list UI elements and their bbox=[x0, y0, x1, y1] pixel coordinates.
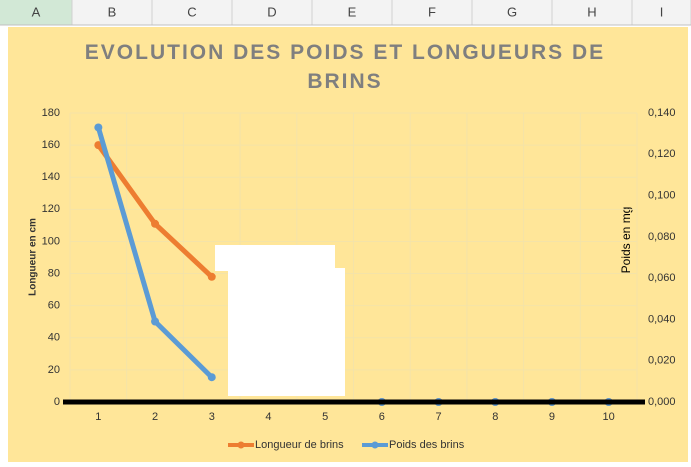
y2-tick-label: 0,120 bbox=[648, 148, 676, 160]
artifact bbox=[215, 245, 335, 271]
x-tick-label: 6 bbox=[379, 411, 385, 423]
chart-title: EVOLUTION DES POIDS ET LONGUEURS DE BRINS bbox=[85, 41, 605, 93]
x-tick-label: 8 bbox=[492, 411, 498, 423]
x-tick-label: 5 bbox=[322, 411, 328, 423]
y-tick-label: 0 bbox=[54, 396, 60, 408]
series-marker bbox=[151, 317, 160, 326]
y2-tick-label: 0,100 bbox=[648, 189, 676, 201]
column-header: C bbox=[187, 4, 196, 19]
y2-tick-label: 0,040 bbox=[648, 313, 676, 325]
column-header-bar bbox=[0, 0, 691, 25]
column-header: E bbox=[348, 4, 357, 19]
column-header: F bbox=[428, 4, 436, 19]
legend-swatch-marker bbox=[371, 441, 379, 449]
y2-tick-label: 0,020 bbox=[648, 355, 676, 367]
selected-column-header bbox=[0, 0, 72, 25]
y2-tick-label: 0,060 bbox=[648, 272, 676, 284]
column-header: D bbox=[267, 4, 276, 19]
x-tick-label: 10 bbox=[603, 411, 615, 423]
artifact bbox=[228, 268, 345, 396]
series-marker bbox=[151, 219, 160, 228]
series-marker bbox=[207, 373, 216, 382]
y-tick-label: 140 bbox=[42, 171, 60, 183]
series-marker bbox=[207, 272, 216, 281]
x-tick-label: 4 bbox=[265, 411, 271, 423]
y-tick-label: 180 bbox=[42, 107, 60, 119]
x-tick-label: 2 bbox=[152, 411, 158, 423]
title-line: BRINS bbox=[307, 70, 382, 93]
legend-label: Longueur de brins bbox=[255, 439, 344, 451]
render-artifact bbox=[215, 245, 345, 396]
y-tick-label: 20 bbox=[48, 364, 60, 376]
y-tick-label: 60 bbox=[48, 300, 60, 312]
column-header: I bbox=[660, 4, 664, 19]
y2-axis-title: Poids en mg bbox=[619, 207, 633, 274]
legend-label: Poids des brins bbox=[389, 439, 465, 451]
x-tick-label: 3 bbox=[209, 411, 215, 423]
legend-swatch-marker bbox=[237, 441, 245, 449]
y2-tick-label: 0,000 bbox=[648, 396, 676, 408]
y-tick-label: 80 bbox=[48, 267, 60, 279]
y-axis-title: Longueur en cm bbox=[28, 218, 39, 296]
column-header: B bbox=[108, 4, 117, 19]
y-tick-label: 160 bbox=[42, 139, 60, 151]
y-tick-label: 40 bbox=[48, 332, 60, 344]
y-tick-label: 100 bbox=[42, 235, 60, 247]
x-tick-label: 1 bbox=[95, 411, 101, 423]
x-tick-label: 9 bbox=[549, 411, 555, 423]
column-header: H bbox=[587, 4, 596, 19]
x-tick-label: 7 bbox=[435, 411, 441, 423]
chart-area bbox=[8, 27, 688, 462]
column-header: A bbox=[32, 4, 41, 19]
y-tick-label: 120 bbox=[42, 203, 60, 215]
title-line: EVOLUTION DES POIDS ET LONGUEURS DE bbox=[85, 41, 605, 64]
series-marker bbox=[94, 123, 103, 132]
column-header: G bbox=[507, 4, 517, 19]
y2-tick-label: 0,140 bbox=[648, 107, 676, 119]
y2-tick-label: 0,080 bbox=[648, 231, 676, 243]
